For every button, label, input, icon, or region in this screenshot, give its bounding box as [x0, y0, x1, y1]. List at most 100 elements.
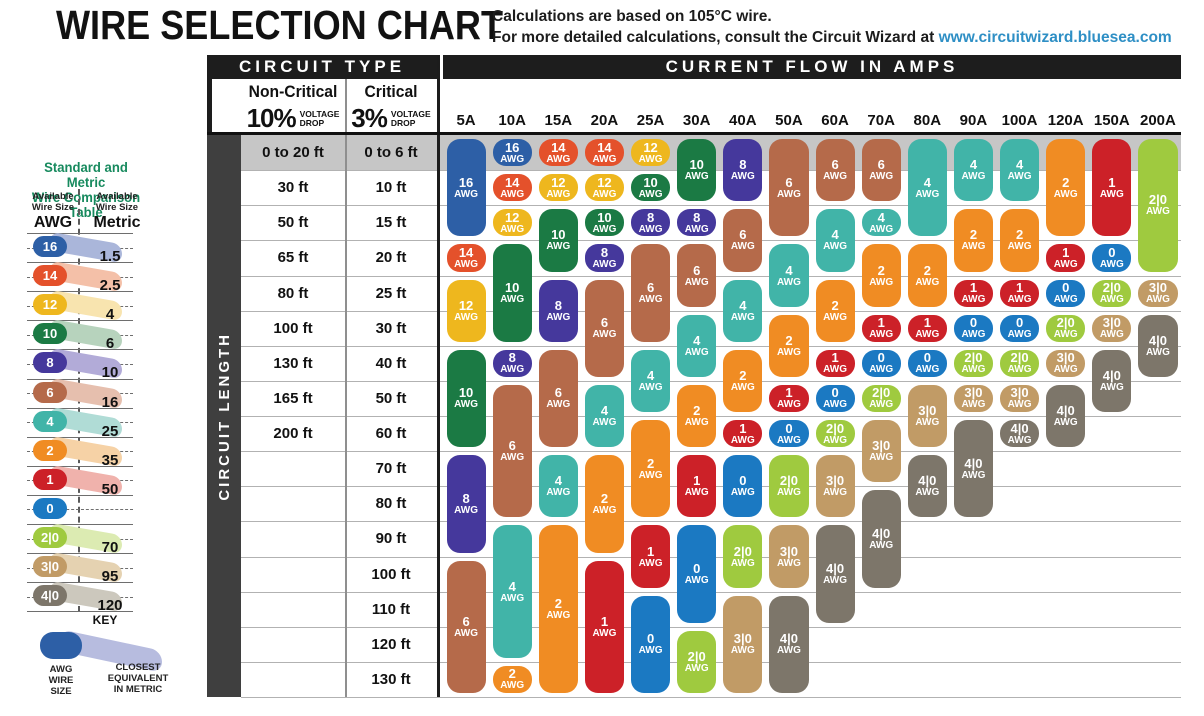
wire-pill-size: 2 — [1015, 227, 1024, 243]
wire-pill-size: 4 — [600, 403, 609, 418]
wire-pill-size: 6 — [831, 157, 839, 173]
wire-pill: 12 AWG — [446, 279, 486, 342]
wire-pill: 6 AWG — [492, 384, 532, 518]
wire-pill: 6 AWG — [769, 139, 809, 237]
wire-pill-size: 2|0 — [1102, 280, 1121, 296]
wire-pill-size: 4|0 — [918, 473, 937, 489]
wire-pill-awg-suffix: AWG — [869, 539, 894, 551]
grid-line — [241, 310, 1181, 312]
wire-pill: 4|0 AWG — [1138, 314, 1178, 377]
wire-pill-size: 3|0 — [826, 473, 845, 489]
wire-pill-size: 4 — [785, 262, 793, 278]
non-critical-length-label: 0 to 20 ft — [262, 144, 324, 161]
sidebar-awg-pill: 8 — [33, 352, 67, 374]
circuit-wizard-link[interactable]: www.circuitwizard.bluesea.com — [938, 29, 1172, 46]
wire-pill: 8 AWG — [492, 349, 532, 377]
wire-pill-size: 1 — [1062, 244, 1070, 260]
wire-pill: 4|0 AWG — [907, 455, 947, 518]
wire-pill-size: 12 — [551, 174, 566, 190]
subtitle-line2-text: For more detailed calculations, consult … — [492, 29, 939, 46]
wire-pill-awg-suffix: AWG — [869, 452, 894, 464]
wire-pill-size: 3|0 — [1148, 280, 1167, 296]
wire-pill: 4|0 AWG — [1092, 349, 1132, 412]
wire-pill-size: 2 — [923, 262, 931, 278]
wire-pill: 4|0 AWG — [953, 420, 993, 518]
amp-column-label: 80A — [913, 112, 942, 129]
wire-pill-size: 8 — [739, 157, 747, 173]
wire-pill-size: 2|0 — [826, 420, 845, 436]
wire-pill-awg-suffix: AWG — [592, 627, 617, 639]
wire-pill-awg-suffix: AWG — [1007, 171, 1032, 183]
wire-pill-awg-suffix: AWG — [546, 311, 571, 323]
wire-pill-awg-suffix: AWG — [915, 188, 940, 200]
wire-pill-awg-suffix: AWG — [961, 399, 986, 411]
wire-pill: 3|0 AWG — [907, 384, 947, 448]
wire-pill-awg-suffix: AWG — [638, 557, 663, 569]
wire-pill: 8 AWG — [631, 209, 671, 237]
wire-pill-size: 6 — [462, 613, 470, 629]
wire-pill: 1 AWG — [1000, 279, 1040, 307]
wire-pill: 0 AWG — [769, 420, 809, 448]
wire-pill-awg-suffix: AWG — [500, 223, 525, 235]
wire-pill: 4 AWG — [861, 209, 901, 237]
header-underline — [207, 132, 1181, 135]
wire-pill-size: 4 — [969, 157, 978, 173]
wire-pill-awg-suffix: AWG — [823, 399, 847, 411]
wire-pill-awg-suffix: AWG — [915, 417, 940, 428]
wire-pill: 1 AWG — [584, 560, 624, 693]
non-critical-length-label: 30 ft — [277, 179, 309, 197]
wire-pill-awg-suffix: AWG — [915, 487, 940, 499]
wire-pill-size: 10 — [643, 174, 658, 190]
wire-pill-awg-suffix: AWG — [915, 364, 940, 376]
wire-pill-awg-suffix: AWG — [1053, 364, 1078, 376]
wire-pill-awg-suffix: AWG — [823, 487, 847, 499]
wire-pill-size: 2 — [877, 262, 885, 278]
wire-pill-awg-suffix: AWG — [961, 241, 986, 253]
wire-pill: 4|0 AWG — [861, 490, 901, 588]
non-critical-length-label: 80 ft — [277, 284, 309, 302]
wire-pill-awg-suffix: AWG — [684, 417, 709, 428]
wire-pill: 6 AWG — [631, 244, 671, 342]
wire-pill: 2|0 AWG — [861, 384, 901, 412]
wire-pill-awg-suffix: AWG — [730, 645, 755, 657]
wire-pill: 4 AWG — [538, 455, 578, 518]
amp-column-label: 15A — [544, 112, 573, 129]
wire-pill-awg-suffix: AWG — [1099, 381, 1124, 393]
wire-pill-awg-suffix: AWG — [546, 241, 571, 253]
wire-pill-awg-suffix: AWG — [638, 294, 663, 306]
sidebar-awg-pill: 2 — [33, 439, 67, 461]
wire-pill: 3|0 AWG — [861, 420, 901, 483]
wire-pill: 2 AWG — [584, 455, 624, 553]
wire-pill: 4|0 AWG — [815, 525, 855, 623]
wire-pill-awg-suffix: AWG — [546, 188, 571, 200]
wire-pill: 6 AWG — [584, 279, 624, 377]
wire-pill-size: 6 — [554, 385, 562, 401]
wire-pill-size: 1 — [646, 543, 655, 559]
grid-line — [241, 451, 1181, 453]
wire-pill-awg-suffix: AWG — [1053, 258, 1078, 270]
wire-pill-awg-suffix: AWG — [454, 311, 478, 323]
wire-pill: 4|0 AWG — [1046, 384, 1086, 448]
amp-column-label: 10A — [498, 112, 526, 129]
wire-pill-size: 6 — [693, 262, 701, 278]
wire-pill-size: 4|0 — [826, 561, 845, 577]
wire-pill: 14 AWG — [446, 244, 486, 272]
header-left-border — [207, 79, 212, 135]
wire-pill-awg-suffix: AWG — [961, 294, 986, 306]
wire-pill-size: 8 — [646, 209, 655, 225]
sidebar-awg-pill: 6 — [33, 381, 67, 403]
non-critical-voltage-drop: VOLTAGE DROP — [299, 108, 340, 128]
wire-pill-awg-suffix: AWG — [454, 188, 478, 200]
wire-pill: 2|0 AWG — [1000, 349, 1040, 377]
grid-line — [241, 521, 1181, 523]
wire-pill-awg-suffix: AWG — [684, 662, 709, 674]
wire-pill-size: 14 — [597, 139, 612, 155]
non-critical-length-label: 130 ft — [273, 354, 313, 372]
wire-pill: 0 AWG — [723, 455, 763, 518]
wire-pill-size: 4|0 — [1148, 332, 1167, 348]
wire-pill: 3|0 AWG — [723, 595, 763, 693]
wire-pill-size: 0 — [877, 350, 885, 366]
wire-pill-size: 4|0 — [1102, 367, 1121, 383]
wire-pill-size: 1 — [693, 473, 701, 489]
